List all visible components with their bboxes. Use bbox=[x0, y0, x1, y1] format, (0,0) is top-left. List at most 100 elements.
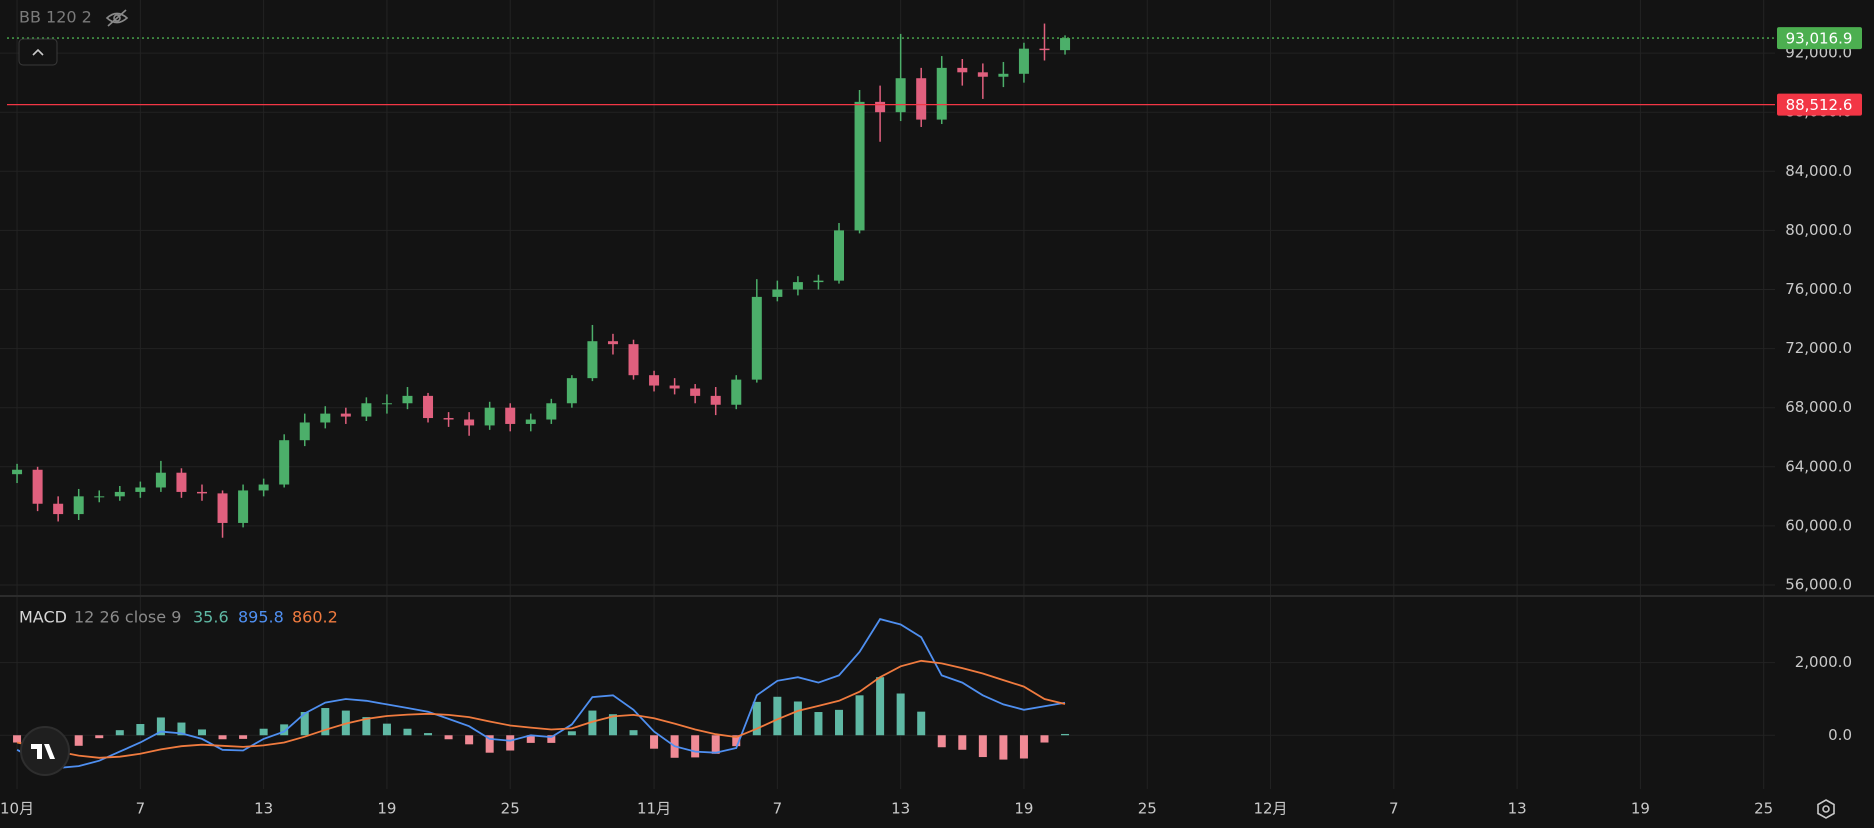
histogram-bar bbox=[321, 708, 330, 736]
candle-body bbox=[1060, 38, 1071, 51]
candle-body bbox=[772, 289, 783, 297]
candle-body bbox=[238, 490, 249, 523]
y-tick-label: 2,000.0 bbox=[1795, 653, 1852, 671]
y-tick-label: 80,000.0 bbox=[1785, 221, 1852, 239]
candle-body bbox=[12, 469, 23, 475]
histogram-bar bbox=[835, 709, 844, 736]
x-tick-label: 7 bbox=[136, 800, 146, 818]
histogram-bar bbox=[485, 735, 494, 753]
y-tick-label: 0.0 bbox=[1828, 726, 1852, 744]
collapse-button[interactable] bbox=[18, 38, 58, 66]
candle-body bbox=[1039, 48, 1050, 51]
marks: 56,000.060,000.064,000.068,000.072,000.0… bbox=[0, 23, 1852, 818]
candle-body bbox=[854, 101, 865, 231]
candle-body bbox=[423, 395, 434, 419]
histogram-bar bbox=[95, 735, 104, 739]
candle-body bbox=[340, 413, 351, 417]
candle-body bbox=[73, 496, 84, 515]
histogram-bar bbox=[608, 714, 617, 736]
y-tick-label: 76,000.0 bbox=[1785, 280, 1852, 298]
price-label-box bbox=[1777, 93, 1862, 116]
y-tick-label: 56,000.0 bbox=[1785, 575, 1852, 593]
candle-body bbox=[176, 472, 187, 492]
y-tick-label: 64,000.0 bbox=[1785, 457, 1852, 475]
histogram-bar bbox=[300, 712, 309, 736]
histogram-bar bbox=[896, 693, 905, 736]
candle-body bbox=[443, 418, 454, 420]
price-label: 88,512.6 bbox=[1786, 96, 1853, 114]
candle-body bbox=[525, 419, 536, 424]
histogram-bar bbox=[629, 730, 638, 736]
histogram-bar bbox=[197, 729, 206, 736]
histogram-bar bbox=[465, 735, 474, 745]
candle-body bbox=[936, 67, 947, 120]
settings-button[interactable] bbox=[1817, 799, 1835, 819]
histogram-bar bbox=[259, 728, 268, 736]
histogram-bar bbox=[691, 735, 700, 758]
candle-body bbox=[669, 385, 680, 389]
histogram-bar bbox=[752, 701, 761, 736]
histogram-bar bbox=[588, 710, 597, 736]
histogram-bar bbox=[855, 695, 864, 736]
histogram-bar bbox=[444, 735, 453, 740]
price-label: 93,016.9 bbox=[1786, 30, 1853, 48]
candle-body bbox=[628, 344, 639, 376]
histogram-bar bbox=[1019, 735, 1028, 759]
candle-body bbox=[258, 484, 269, 491]
x-tick-label: 13 bbox=[891, 800, 910, 818]
grid bbox=[0, 0, 1775, 789]
x-tick-label: 19 bbox=[377, 800, 396, 818]
x-tick-label: 19 bbox=[1014, 800, 1033, 818]
histogram-bar bbox=[362, 717, 371, 736]
candle-body bbox=[299, 422, 310, 441]
candle-body bbox=[32, 469, 43, 504]
histogram-bar bbox=[424, 733, 433, 736]
candle-body bbox=[402, 395, 413, 404]
histogram-bar bbox=[239, 735, 248, 739]
candle-body bbox=[977, 72, 988, 77]
histogram-bar bbox=[382, 723, 391, 736]
x-tick-label: 12月 bbox=[1253, 800, 1287, 818]
macd-params: 12 26 close 9 bbox=[74, 608, 181, 627]
overlay: 93,016.9 88,512.6 bbox=[7, 27, 1862, 116]
histogram-bar bbox=[1040, 735, 1049, 743]
candle-body bbox=[895, 78, 906, 113]
candle-body bbox=[710, 395, 721, 405]
candle-body bbox=[607, 341, 618, 345]
macd-line bbox=[16, 618, 1066, 769]
x-tick-label: 25 bbox=[1754, 800, 1773, 818]
candle-body bbox=[464, 419, 475, 426]
histogram-bar bbox=[711, 735, 720, 754]
price-label-box bbox=[1777, 27, 1862, 50]
y-tick-label: 72,000.0 bbox=[1785, 339, 1852, 357]
histogram-bar bbox=[978, 735, 987, 758]
histogram-bar bbox=[136, 724, 145, 736]
legend-value: 860.2 bbox=[292, 608, 338, 627]
visibility-icon[interactable] bbox=[105, 9, 129, 27]
x-tick-label: 7 bbox=[773, 800, 783, 818]
histogram-bar bbox=[773, 696, 782, 736]
candle-body bbox=[155, 472, 166, 488]
logo[interactable] bbox=[20, 726, 70, 776]
histogram-bar bbox=[526, 735, 535, 743]
candle-body bbox=[546, 403, 557, 420]
y-tick-label: 68,000.0 bbox=[1785, 398, 1852, 416]
legend-value: 35.6 bbox=[193, 608, 229, 627]
x-tick-label: 25 bbox=[1138, 800, 1157, 818]
histogram-bar bbox=[506, 735, 515, 751]
histogram-bar bbox=[115, 730, 124, 736]
candle-body bbox=[53, 503, 64, 515]
x-tick-label: 10月 bbox=[0, 800, 34, 818]
histogram-bar bbox=[74, 735, 83, 746]
candle-body bbox=[813, 280, 824, 283]
legend-value: 895.8 bbox=[238, 608, 284, 627]
candle-body bbox=[957, 67, 968, 73]
candle-body bbox=[690, 388, 701, 396]
x-tick-label: 19 bbox=[1631, 800, 1650, 818]
histogram-bar bbox=[547, 735, 556, 743]
histogram-bar bbox=[876, 677, 885, 736]
x-tick-label: 13 bbox=[1508, 800, 1527, 818]
candle-body bbox=[114, 491, 125, 497]
